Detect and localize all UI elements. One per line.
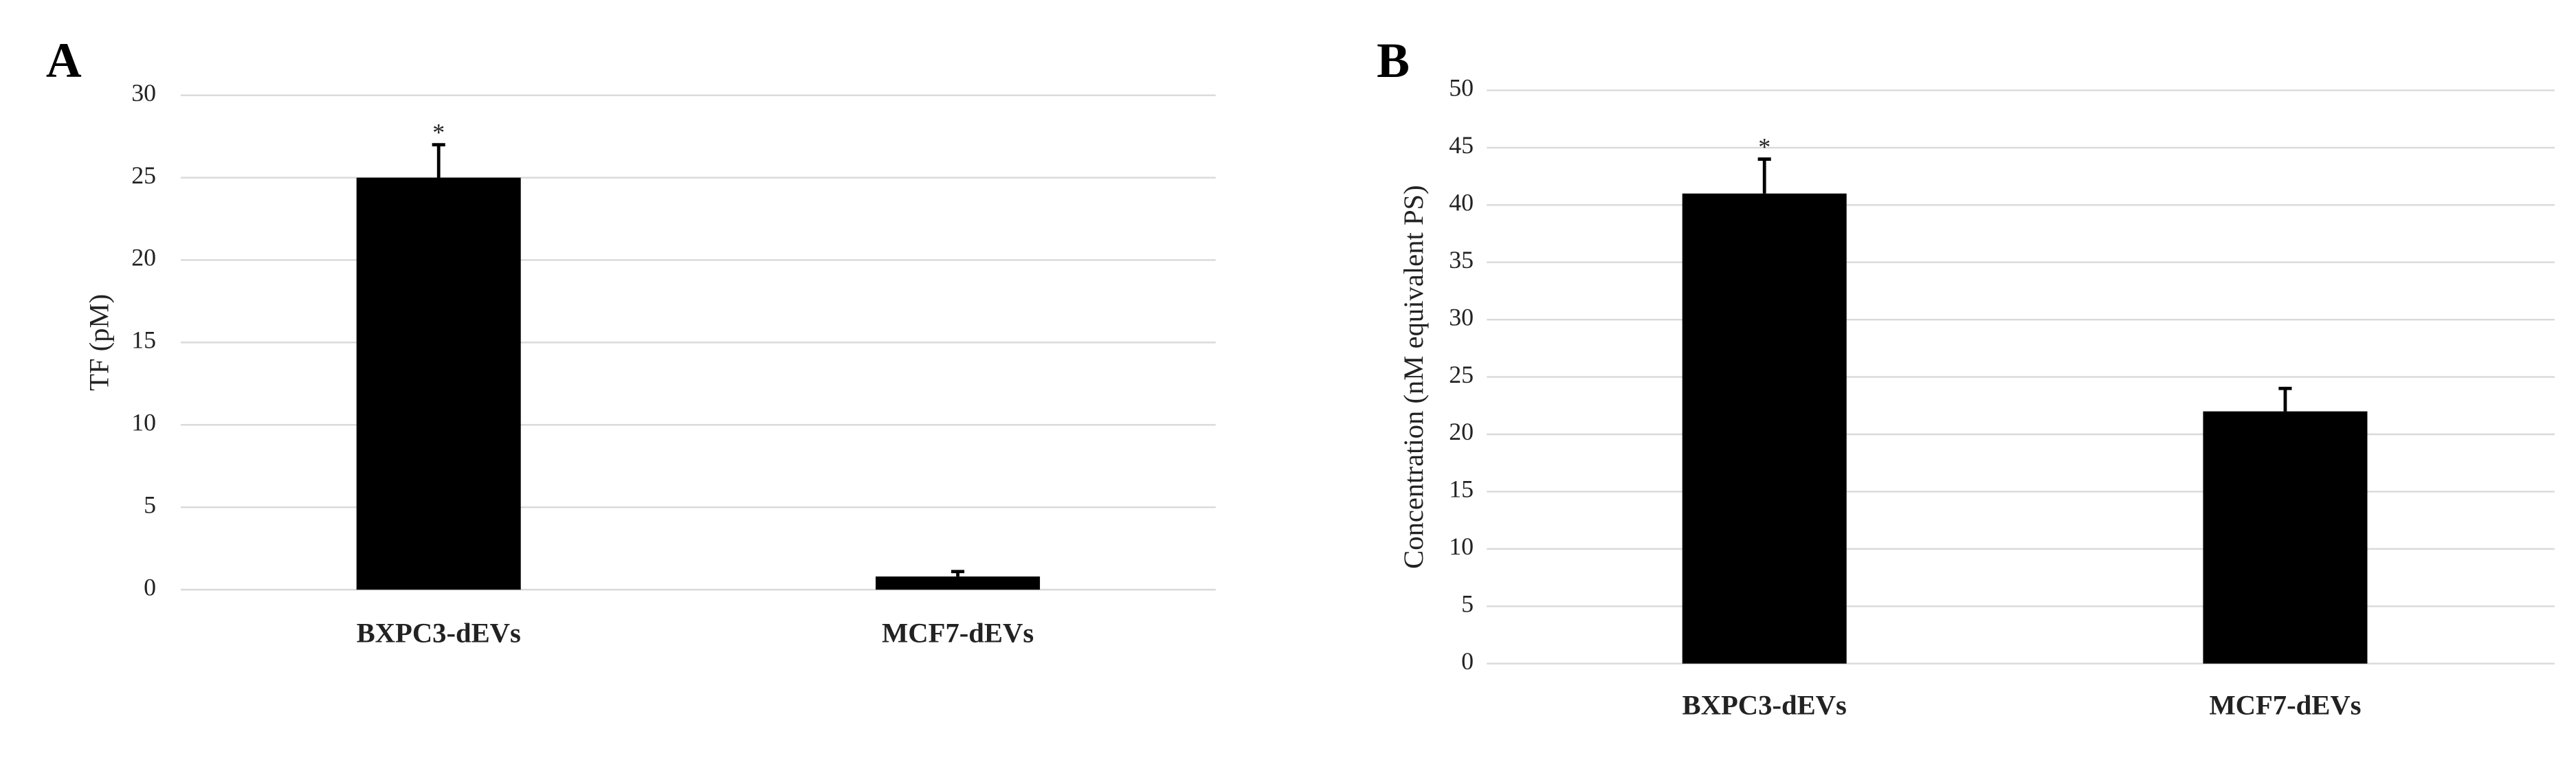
y-tick-label: 20 xyxy=(131,244,156,271)
y-tick-label: 5 xyxy=(144,491,156,518)
panel-label: A xyxy=(46,33,82,88)
y-tick-label: 10 xyxy=(1449,533,1474,560)
y-tick-label: 30 xyxy=(1449,303,1474,331)
chart-panel: A TF (pM) 0 5 10 15 20 25 30 * BXPC3-dEVs MCF7-dEVs xyxy=(46,33,1216,648)
chart-panel: B Concentration (nM equivalent PS) 0 5 10 15 2… xyxy=(1377,33,2555,721)
y-tick-label: 0 xyxy=(144,573,156,601)
y-axis-label: TF (pM) xyxy=(84,294,115,391)
bar xyxy=(1682,193,1847,664)
y-tick-label: 30 xyxy=(131,79,156,107)
error-bar xyxy=(951,570,965,577)
y-tick-label: 25 xyxy=(131,161,156,189)
error-bar xyxy=(2278,386,2292,412)
y-tick-label: 15 xyxy=(131,326,156,354)
y-tick-label: 35 xyxy=(1449,246,1474,273)
y-tick-label: 20 xyxy=(1449,418,1474,445)
y-tick-label: 45 xyxy=(1449,131,1474,159)
panel-label: B xyxy=(1377,33,1410,88)
bar xyxy=(356,177,521,590)
y-tick-label: 5 xyxy=(1461,590,1474,617)
significance-marker: * xyxy=(1758,133,1770,160)
x-tick-label: MCF7-dEVs xyxy=(882,617,1034,648)
y-tick-label: 25 xyxy=(1449,361,1474,388)
x-tick-label: BXPC3-dEVs xyxy=(357,617,521,648)
x-tick-label: BXPC3-dEVs xyxy=(1683,690,1847,721)
x-tick-label: MCF7-dEVs xyxy=(2209,690,2361,721)
bar xyxy=(2203,411,2368,664)
error-bar xyxy=(1757,157,1771,194)
bar xyxy=(876,576,1041,590)
y-tick-label: 10 xyxy=(131,409,156,436)
y-tick-label: 50 xyxy=(1449,74,1474,102)
error-bar xyxy=(432,143,445,178)
y-tick-label: 15 xyxy=(1449,476,1474,503)
significance-marker: * xyxy=(432,118,445,146)
y-tick-label: 40 xyxy=(1449,189,1474,216)
y-tick-label: 0 xyxy=(1461,647,1474,675)
y-axis-label: Concentration (nM equivalent PS) xyxy=(1398,185,1429,568)
